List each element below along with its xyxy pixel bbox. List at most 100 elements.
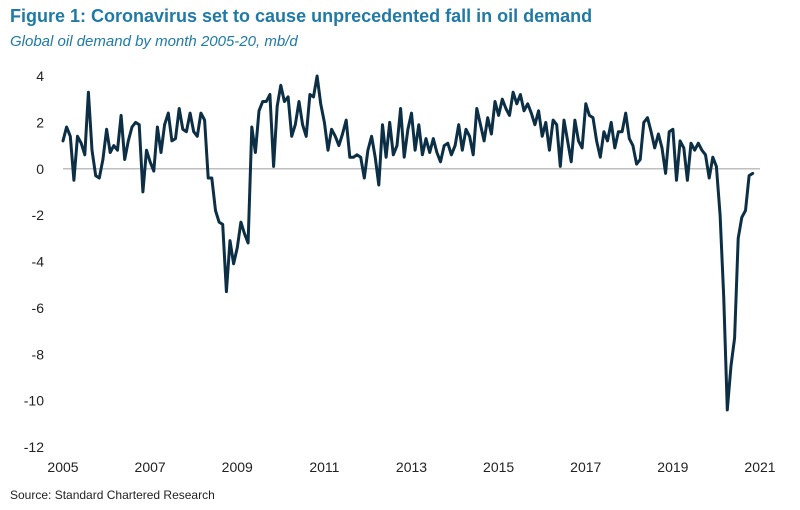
data-point xyxy=(479,123,482,126)
data-point xyxy=(341,133,344,135)
data-point xyxy=(214,209,217,212)
data-point xyxy=(134,121,137,124)
data-point xyxy=(203,119,206,121)
data-point xyxy=(138,123,140,126)
data-point xyxy=(483,140,485,142)
data-point xyxy=(726,409,729,411)
data-point xyxy=(414,149,416,151)
data-point xyxy=(182,128,184,131)
data-point xyxy=(370,135,373,138)
data-point xyxy=(559,165,562,168)
data-point xyxy=(73,179,75,182)
data-point xyxy=(672,128,674,131)
data-point xyxy=(457,123,460,126)
y-tick-label: 4 xyxy=(36,68,44,84)
y-axis: 4 2 0 -2 -4 -6 -8 -10 -12 xyxy=(24,68,44,455)
data-point xyxy=(105,128,108,131)
data-point xyxy=(109,151,111,154)
data-point xyxy=(276,105,279,107)
data-point xyxy=(174,137,177,140)
data-point xyxy=(294,123,297,126)
data-point xyxy=(592,116,594,119)
data-point xyxy=(334,135,337,138)
data-point xyxy=(505,107,507,110)
data-point xyxy=(98,177,101,179)
data-point xyxy=(610,121,612,124)
data-point xyxy=(632,144,634,147)
x-tick-label: 2007 xyxy=(135,459,166,475)
source-note: Source: Standard Chartered Research xyxy=(10,488,215,502)
data-point xyxy=(701,149,703,151)
data-point xyxy=(530,112,533,114)
data-point xyxy=(87,91,90,93)
data-point xyxy=(650,130,652,133)
data-point xyxy=(472,154,475,156)
data-point xyxy=(378,184,380,186)
x-tick-label: 2019 xyxy=(657,459,688,475)
data-point xyxy=(69,135,72,138)
data-point xyxy=(461,149,464,151)
data-point xyxy=(447,142,449,144)
data-point xyxy=(236,246,239,249)
data-point xyxy=(465,128,467,131)
y-tick-label: -10 xyxy=(24,393,44,409)
y-tick-label: -2 xyxy=(32,207,45,223)
data-point xyxy=(653,147,656,149)
data-point xyxy=(200,112,202,114)
data-point xyxy=(526,103,529,105)
data-point xyxy=(425,137,427,140)
data-point xyxy=(621,130,623,133)
data-point xyxy=(733,337,736,339)
data-point xyxy=(330,128,333,131)
data-point xyxy=(221,223,224,226)
x-tick-label: 2013 xyxy=(396,459,427,475)
oil-demand-series-line xyxy=(61,74,755,412)
chart-subtitle: Global oil demand by month 2005-20, mb/d xyxy=(10,33,298,50)
data-point xyxy=(693,149,696,151)
y-tick-label: 2 xyxy=(36,114,44,130)
data-point xyxy=(541,135,543,138)
data-point xyxy=(251,126,253,128)
x-tick-label: 2009 xyxy=(222,459,253,475)
data-point xyxy=(309,93,311,96)
data-point xyxy=(123,158,126,161)
data-point xyxy=(94,174,97,177)
data-point xyxy=(603,130,605,133)
data-point xyxy=(476,107,478,110)
data-point xyxy=(704,154,707,156)
data-point xyxy=(537,110,540,112)
data-point xyxy=(192,130,195,133)
x-axis: 2005 2007 2009 2011 2013 2015 2017 2019 2021 xyxy=(47,459,775,475)
data-point xyxy=(410,112,413,114)
data-point xyxy=(595,140,598,142)
data-point xyxy=(338,144,340,147)
data-point xyxy=(283,100,286,103)
data-point xyxy=(323,121,326,124)
data-point xyxy=(142,191,144,193)
data-point xyxy=(229,239,231,242)
data-point xyxy=(697,142,700,144)
data-point xyxy=(356,154,358,156)
data-point xyxy=(261,100,264,103)
data-point xyxy=(374,156,377,158)
y-tick-label: -4 xyxy=(32,254,45,270)
data-point xyxy=(240,221,242,223)
data-point xyxy=(519,93,522,96)
data-point xyxy=(737,237,739,240)
data-point xyxy=(635,163,638,165)
data-point xyxy=(254,151,257,154)
data-point xyxy=(421,154,424,156)
data-point xyxy=(418,123,420,126)
data-point xyxy=(196,135,199,138)
data-point xyxy=(156,126,159,128)
data-point xyxy=(432,137,435,140)
data-point xyxy=(668,130,670,133)
data-point xyxy=(715,165,718,168)
data-point xyxy=(316,75,318,77)
data-point xyxy=(545,121,547,124)
data-point xyxy=(606,140,609,142)
data-point xyxy=(486,116,489,119)
data-point xyxy=(319,103,322,105)
data-point xyxy=(657,133,660,135)
data-point xyxy=(468,135,471,138)
